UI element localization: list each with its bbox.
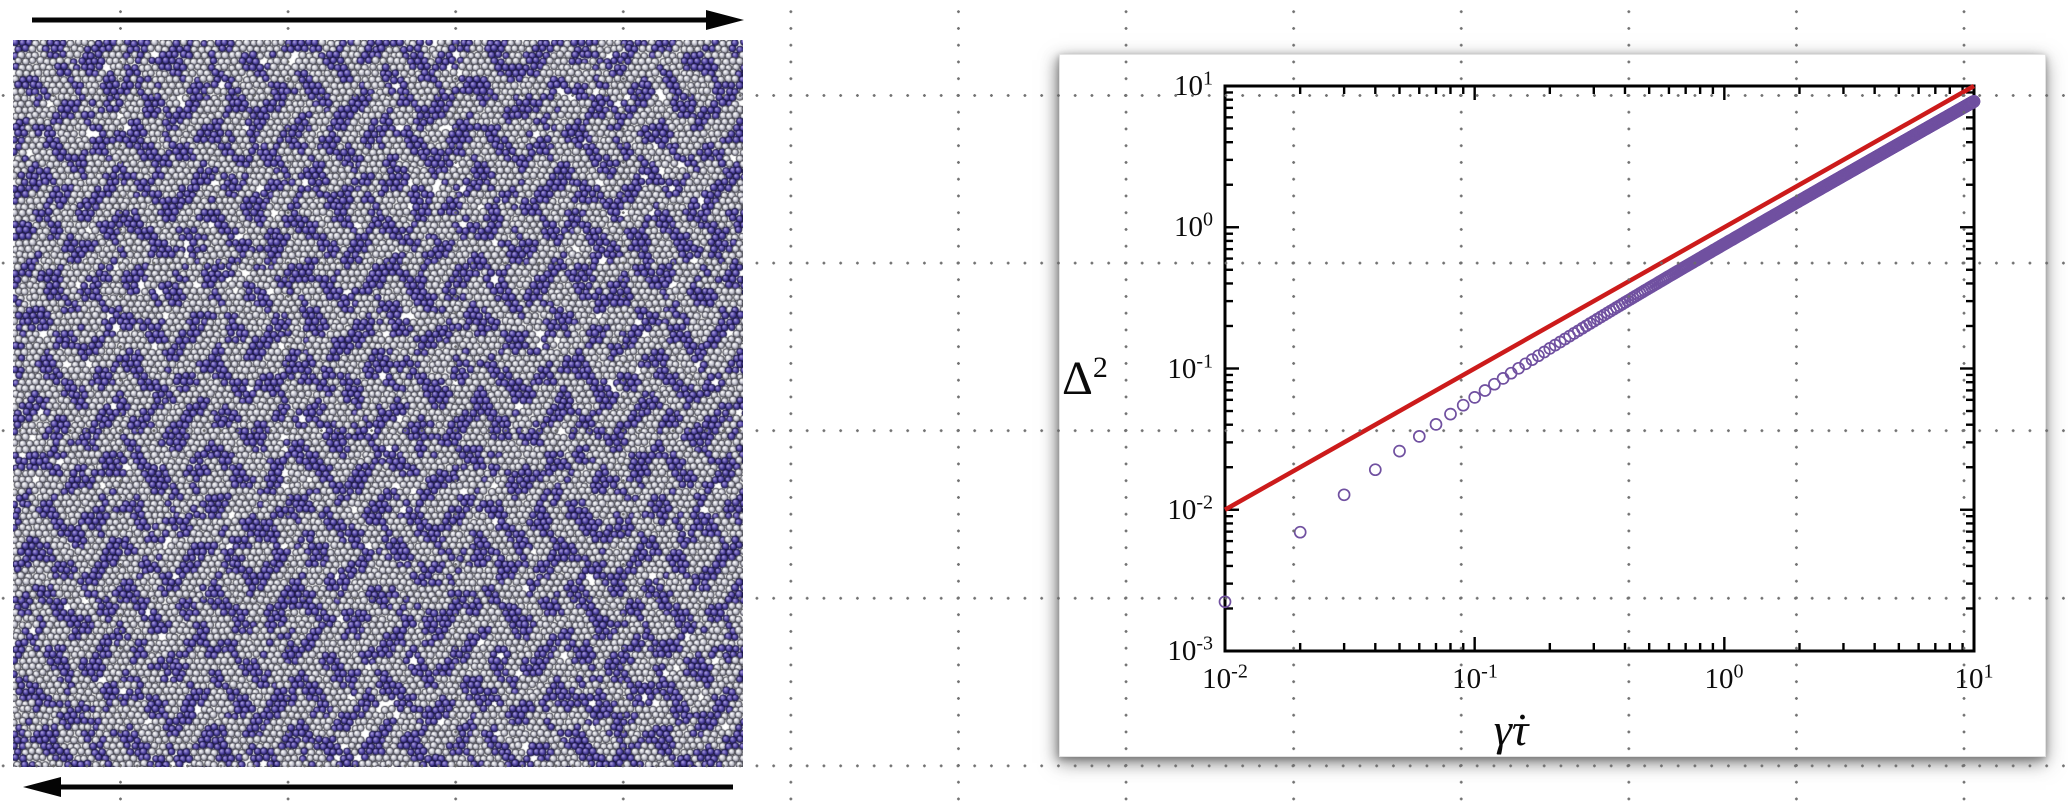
x-tick-label: 10-2 — [1202, 660, 1248, 695]
y-tick-label: 10-2 — [1167, 491, 1213, 526]
x-tick-label: 10-1 — [1452, 660, 1498, 695]
msd-plot-card: Δ2 γ̇τ 101 100 10-1 10-2 10-3 10-2 10-1 100 101 — [1059, 54, 2046, 757]
y-tick-label: 101 — [1174, 67, 1213, 102]
shear-arrow-bottom — [23, 777, 733, 797]
shear-arrow-top — [32, 10, 744, 30]
y-tick-label: 10-3 — [1167, 632, 1213, 667]
x-tick-label: 101 — [1954, 660, 1994, 695]
x-axis-label: γ̇τ — [1493, 704, 1529, 755]
y-tick-label: 10-1 — [1167, 350, 1213, 385]
y-tick-label: 100 — [1174, 208, 1213, 243]
particle-field — [13, 40, 743, 767]
x-tick-label: 100 — [1704, 660, 1744, 695]
